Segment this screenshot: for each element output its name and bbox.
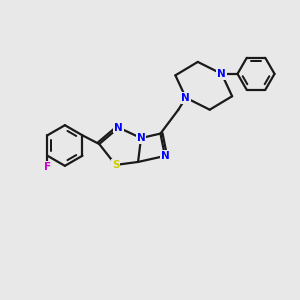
- Text: S: S: [112, 160, 119, 170]
- Text: N: N: [160, 151, 169, 161]
- Text: N: N: [137, 133, 146, 143]
- Text: N: N: [182, 93, 190, 103]
- Text: F: F: [44, 162, 51, 172]
- Text: N: N: [217, 69, 226, 79]
- Text: N: N: [114, 123, 123, 133]
